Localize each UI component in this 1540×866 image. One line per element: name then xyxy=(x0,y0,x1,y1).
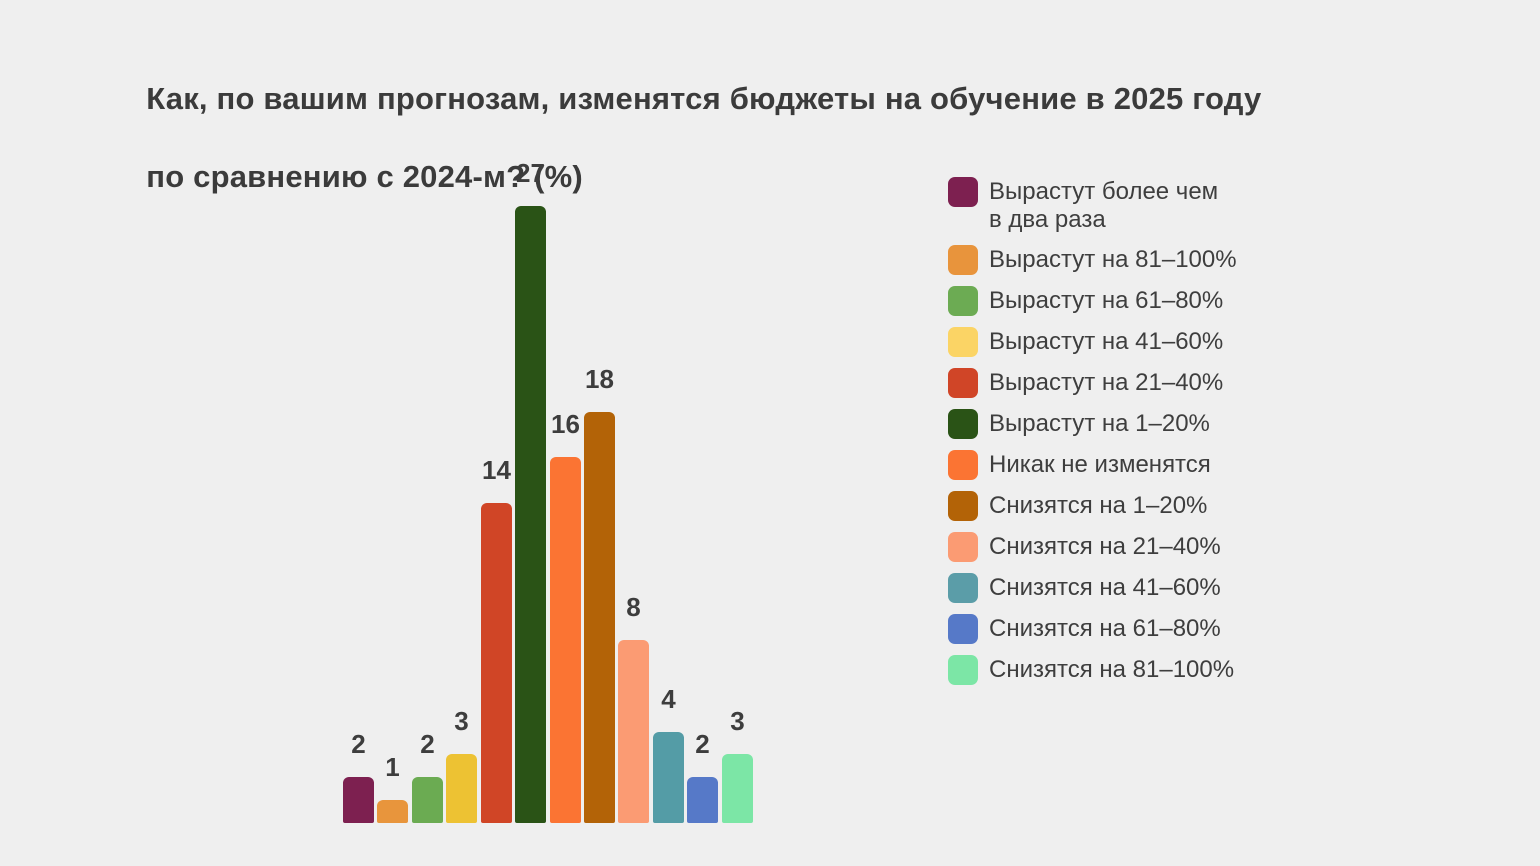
legend-label: Никак не изменятся xyxy=(989,451,1211,478)
legend-label: Вырастут на 41–60% xyxy=(989,328,1224,355)
legend-item-6: Никак не изменятся xyxy=(948,450,1237,480)
legend-item-8: Снизятся на 21–40% xyxy=(948,532,1237,562)
legend-item-2: Вырастут на 61–80% xyxy=(948,286,1237,316)
legend-color-swatch-icon xyxy=(948,614,978,644)
bar-value-label-8: 8 xyxy=(626,592,641,622)
legend: Вырастут более чем в два раза Вырастут на… xyxy=(948,177,1237,685)
legend-label: Снизятся на 81–100% xyxy=(989,656,1235,683)
legend-item-1: Вырастут на 81–100% xyxy=(948,245,1237,275)
legend-item-9: Снизятся на 41–60% xyxy=(948,573,1237,603)
bar-6 xyxy=(550,457,581,823)
bar-value-label-9: 4 xyxy=(661,684,676,714)
chart-title-line-2: по сравнению с 2024-м? (%) xyxy=(146,159,583,194)
legend-color-swatch-icon xyxy=(948,491,978,521)
legend-color-swatch-icon xyxy=(948,409,978,439)
bar-value-label-11: 3 xyxy=(730,706,745,736)
legend-item-5: Вырастут на 1–20% xyxy=(948,409,1237,439)
legend-color-swatch-icon xyxy=(948,327,978,357)
legend-color-swatch-icon xyxy=(948,177,978,207)
legend-label: Снизятся на 1–20% xyxy=(989,492,1208,519)
legend-label: Снизятся на 41–60% xyxy=(989,574,1221,601)
bar-value-label-3: 3 xyxy=(454,706,469,736)
bar-value-label-5: 27 xyxy=(516,158,545,188)
legend-label: Вырастут на 81–100% xyxy=(989,246,1237,273)
legend-label: Снизятся на 61–80% xyxy=(989,615,1221,642)
bar-8 xyxy=(618,640,649,823)
legend-color-swatch-icon xyxy=(948,368,978,398)
bar-value-label-10: 2 xyxy=(695,729,710,759)
legend-color-swatch-icon xyxy=(948,532,978,562)
bar-4 xyxy=(481,503,512,823)
bar-2 xyxy=(412,777,443,823)
bar-value-label-1: 1 xyxy=(385,752,400,782)
legend-color-swatch-icon xyxy=(948,573,978,603)
bar-value-label-2: 2 xyxy=(420,729,435,759)
legend-label: Снизятся на 21–40% xyxy=(989,533,1221,560)
legend-label: Вырастут на 1–20% xyxy=(989,410,1210,437)
legend-item-3: Вырастут на 41–60% xyxy=(948,327,1237,357)
bar-value-label-7: 18 xyxy=(585,364,614,394)
bar-7 xyxy=(584,412,615,823)
bar-1 xyxy=(377,800,408,823)
bar-3 xyxy=(446,754,477,823)
legend-color-swatch-icon xyxy=(948,286,978,316)
bar-value-label-6: 16 xyxy=(551,409,580,439)
legend-item-11: Снизятся на 81–100% xyxy=(948,655,1237,685)
chart-title: Как, по вашим прогнозам, изменятся бюдже… xyxy=(111,40,1261,235)
bar-9 xyxy=(653,732,684,823)
legend-item-4: Вырастут на 21–40% xyxy=(948,368,1237,398)
legend-label: Вырастут более чем в два раза xyxy=(989,178,1219,233)
bar-11 xyxy=(722,754,753,823)
bar-0 xyxy=(343,777,374,823)
bar-5 xyxy=(515,206,546,823)
legend-label: Вырастут на 61–80% xyxy=(989,287,1224,314)
legend-color-swatch-icon xyxy=(948,655,978,685)
chart-title-line-1: Как, по вашим прогнозам, изменятся бюдже… xyxy=(146,81,1262,116)
legend-item-0: Вырастут более чем в два раза xyxy=(948,177,1237,234)
legend-item-7: Снизятся на 1–20% xyxy=(948,491,1237,521)
legend-label: Вырастут на 21–40% xyxy=(989,369,1224,396)
legend-item-10: Снизятся на 61–80% xyxy=(948,614,1237,644)
bar-value-label-0: 2 xyxy=(351,729,366,759)
bar-value-label-4: 14 xyxy=(482,455,511,485)
bar-10 xyxy=(687,777,718,823)
legend-color-swatch-icon xyxy=(948,450,978,480)
legend-color-swatch-icon xyxy=(948,245,978,275)
